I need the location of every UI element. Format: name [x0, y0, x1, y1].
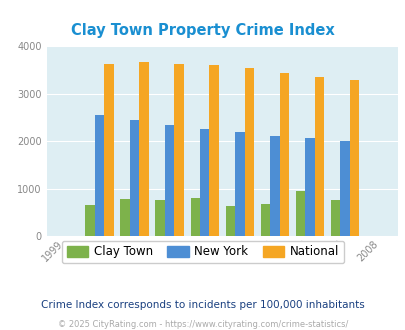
Bar [330, 200, 340, 236]
Bar [270, 136, 279, 236]
Bar [94, 115, 104, 236]
Bar [155, 200, 164, 236]
Bar [295, 191, 305, 236]
Bar [174, 64, 183, 236]
Bar [104, 64, 113, 236]
Bar [130, 120, 139, 236]
Bar [314, 77, 324, 236]
Bar [209, 65, 218, 236]
Bar [139, 62, 148, 236]
Text: © 2025 CityRating.com - https://www.cityrating.com/crime-statistics/: © 2025 CityRating.com - https://www.city… [58, 319, 347, 329]
Bar [244, 68, 254, 236]
Bar [200, 129, 209, 236]
Bar [279, 73, 288, 236]
Bar [225, 206, 234, 236]
Bar [234, 132, 244, 236]
Legend: Clay Town, New York, National: Clay Town, New York, National [62, 241, 343, 263]
Bar [190, 198, 200, 236]
Text: Clay Town Property Crime Index: Clay Town Property Crime Index [71, 23, 334, 38]
Bar [85, 205, 94, 236]
Bar [305, 138, 314, 236]
Bar [120, 199, 130, 236]
Bar [349, 81, 358, 236]
Text: Crime Index corresponds to incidents per 100,000 inhabitants: Crime Index corresponds to incidents per… [41, 300, 364, 310]
Bar [164, 125, 174, 236]
Bar [340, 141, 349, 236]
Bar [260, 204, 270, 236]
